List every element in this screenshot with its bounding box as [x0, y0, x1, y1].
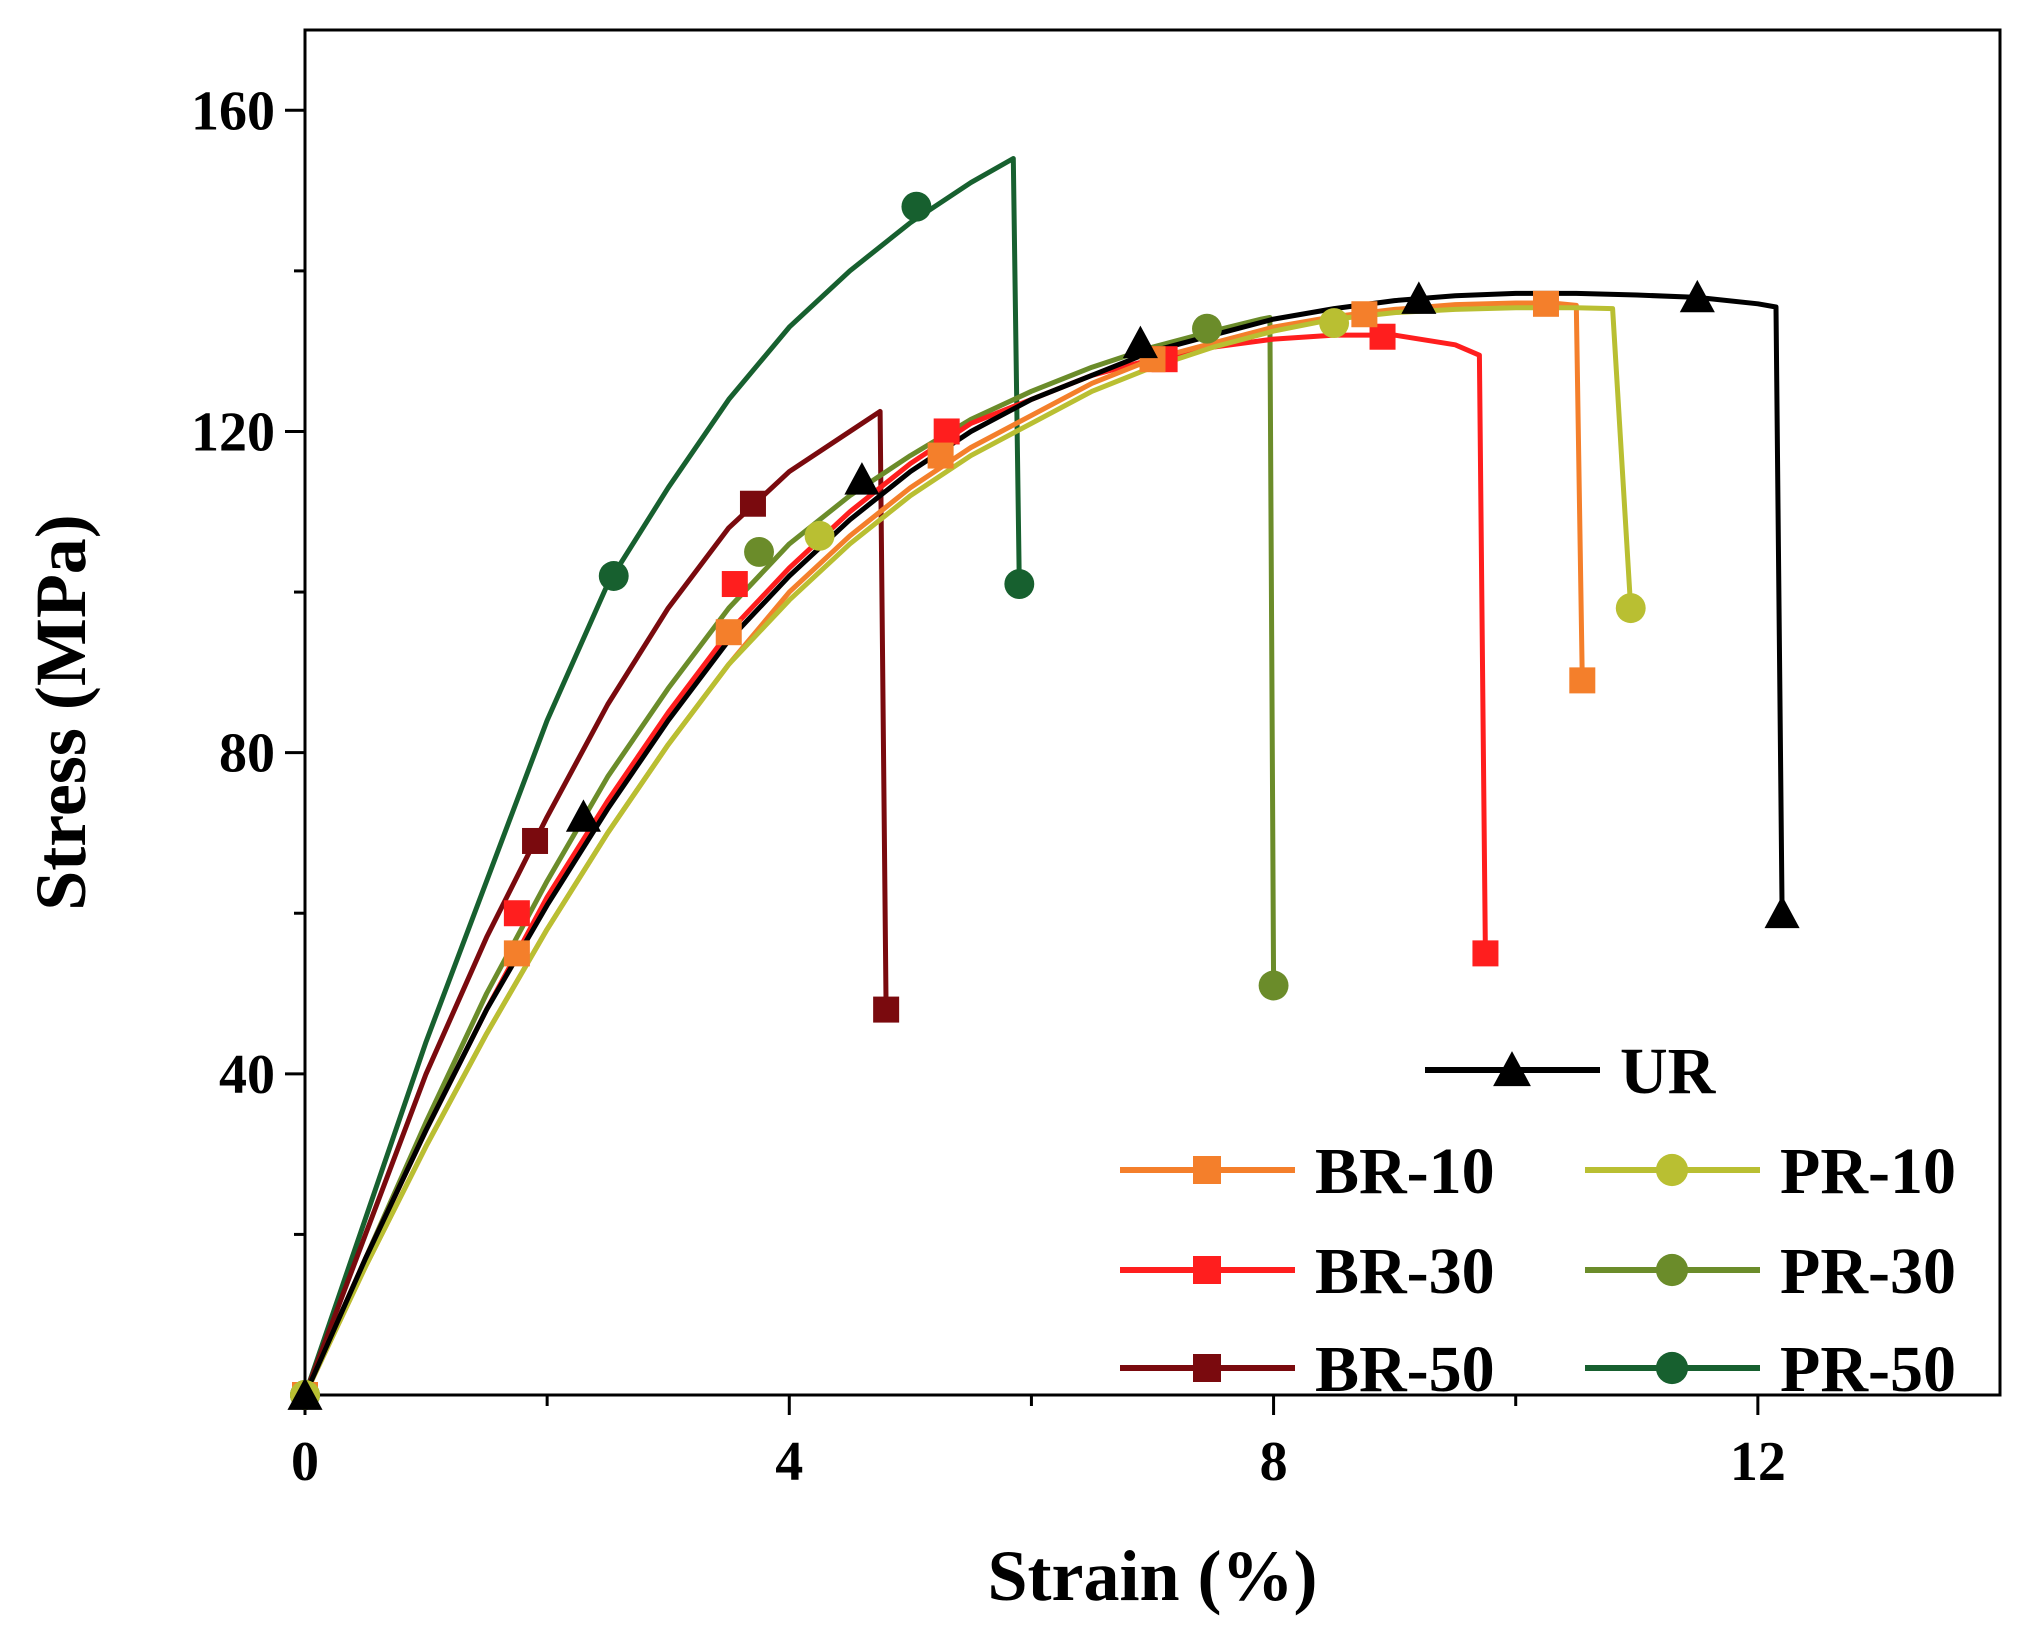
y-axis-ticks: 40 80 120 160 — [191, 80, 305, 1236]
series-line-pr-50 — [302, 156, 1022, 1396]
data-point-pr-10 — [1319, 308, 1350, 339]
data-point-br-30 — [1472, 940, 1499, 967]
series-markers — [287, 191, 1800, 1410]
legend-label: BR-30 — [1315, 1235, 1495, 1308]
data-point-br-10 — [927, 442, 954, 469]
legend-marker — [1193, 1256, 1221, 1284]
legend-label: PR-50 — [1780, 1333, 1956, 1406]
legend-item-br-10: BR-10 — [1120, 1135, 1495, 1208]
legend-item-pr-30: PR-30 — [1585, 1235, 1956, 1308]
data-point-pr-10 — [804, 520, 835, 551]
data-point-br-10 — [1351, 301, 1378, 328]
data-point-ur — [1401, 281, 1437, 314]
legend-marker — [1193, 1354, 1221, 1382]
legend-label: UR — [1620, 1035, 1717, 1108]
data-point-br-10 — [503, 940, 530, 967]
data-point-br-50 — [739, 490, 766, 517]
legend-marker — [1655, 1351, 1689, 1385]
data-point-br-30 — [1369, 323, 1396, 350]
plot-area-border — [303, 28, 2002, 1397]
legend-label: PR-30 — [1780, 1235, 1956, 1308]
data-point-br-10 — [1532, 290, 1559, 317]
x-tick-label: 12 — [1730, 1431, 1786, 1493]
data-point-br-30 — [503, 900, 530, 927]
data-point-br-30 — [933, 418, 960, 445]
data-point-ur — [1679, 279, 1715, 313]
x-axis-title: Strain (%) — [988, 1536, 1318, 1616]
y-tick-label: 40 — [219, 1044, 275, 1106]
legend-item-br-30: BR-30 — [1120, 1235, 1495, 1308]
y-tick-label: 120 — [191, 401, 275, 463]
series-line-pr-10 — [302, 305, 1634, 1397]
data-point-pr-10 — [1615, 593, 1646, 624]
legend-item-pr-10: PR-10 — [1585, 1135, 1956, 1208]
x-axis-ticks: 0 4 8 12 — [291, 1395, 1786, 1493]
legend-marker — [1655, 1153, 1689, 1187]
legend-item-br-50: BR-50 — [1120, 1333, 1495, 1406]
legend-item-pr-50: PR-50 — [1585, 1333, 1956, 1406]
legend-marker — [1193, 1156, 1221, 1184]
data-point-pr-50 — [598, 561, 629, 591]
data-point-br-30 — [721, 571, 748, 598]
data-point-ur — [287, 1377, 323, 1410]
data-point-ur — [1122, 325, 1158, 359]
plot-frame — [303, 28, 2002, 1397]
series-line-br-50 — [302, 408, 889, 1396]
series-line-ur — [302, 290, 1785, 1397]
data-point-br-50 — [522, 827, 549, 854]
data-point-ur — [565, 799, 602, 832]
data-point-br-10 — [1569, 667, 1596, 694]
y-tick-label: 160 — [191, 80, 275, 142]
legend-label: BR-10 — [1315, 1135, 1495, 1208]
legend-label: PR-10 — [1780, 1135, 1956, 1208]
x-tick-label: 8 — [1260, 1431, 1288, 1493]
data-point-pr-30 — [744, 536, 774, 567]
series-line-br-30 — [302, 332, 1488, 1397]
legend: UR BR-10 PR-10 BR-30 PR-30 BR-50 PR-50 — [1120, 1035, 1956, 1406]
legend-marker — [1493, 1051, 1531, 1087]
data-point-br-10 — [715, 619, 742, 646]
legend-item-ur: UR — [1425, 1035, 1717, 1108]
y-axis-title: Stress (MPa) — [21, 514, 101, 911]
series-line-pr-30 — [302, 315, 1277, 1397]
data-point-pr-30 — [1192, 313, 1222, 344]
x-tick-label: 0 — [291, 1431, 319, 1493]
y-tick-label: 80 — [219, 723, 275, 785]
series-lines — [302, 156, 1785, 1397]
x-tick-label: 4 — [775, 1431, 803, 1493]
data-point-pr-50 — [1004, 569, 1035, 599]
legend-marker — [1655, 1253, 1689, 1287]
data-point-ur — [844, 462, 880, 495]
data-point-br-50 — [873, 996, 900, 1023]
data-point-ur — [1764, 895, 1800, 929]
data-point-pr-30 — [1258, 970, 1289, 1001]
data-point-pr-50 — [901, 191, 932, 222]
legend-label: BR-50 — [1315, 1333, 1495, 1406]
